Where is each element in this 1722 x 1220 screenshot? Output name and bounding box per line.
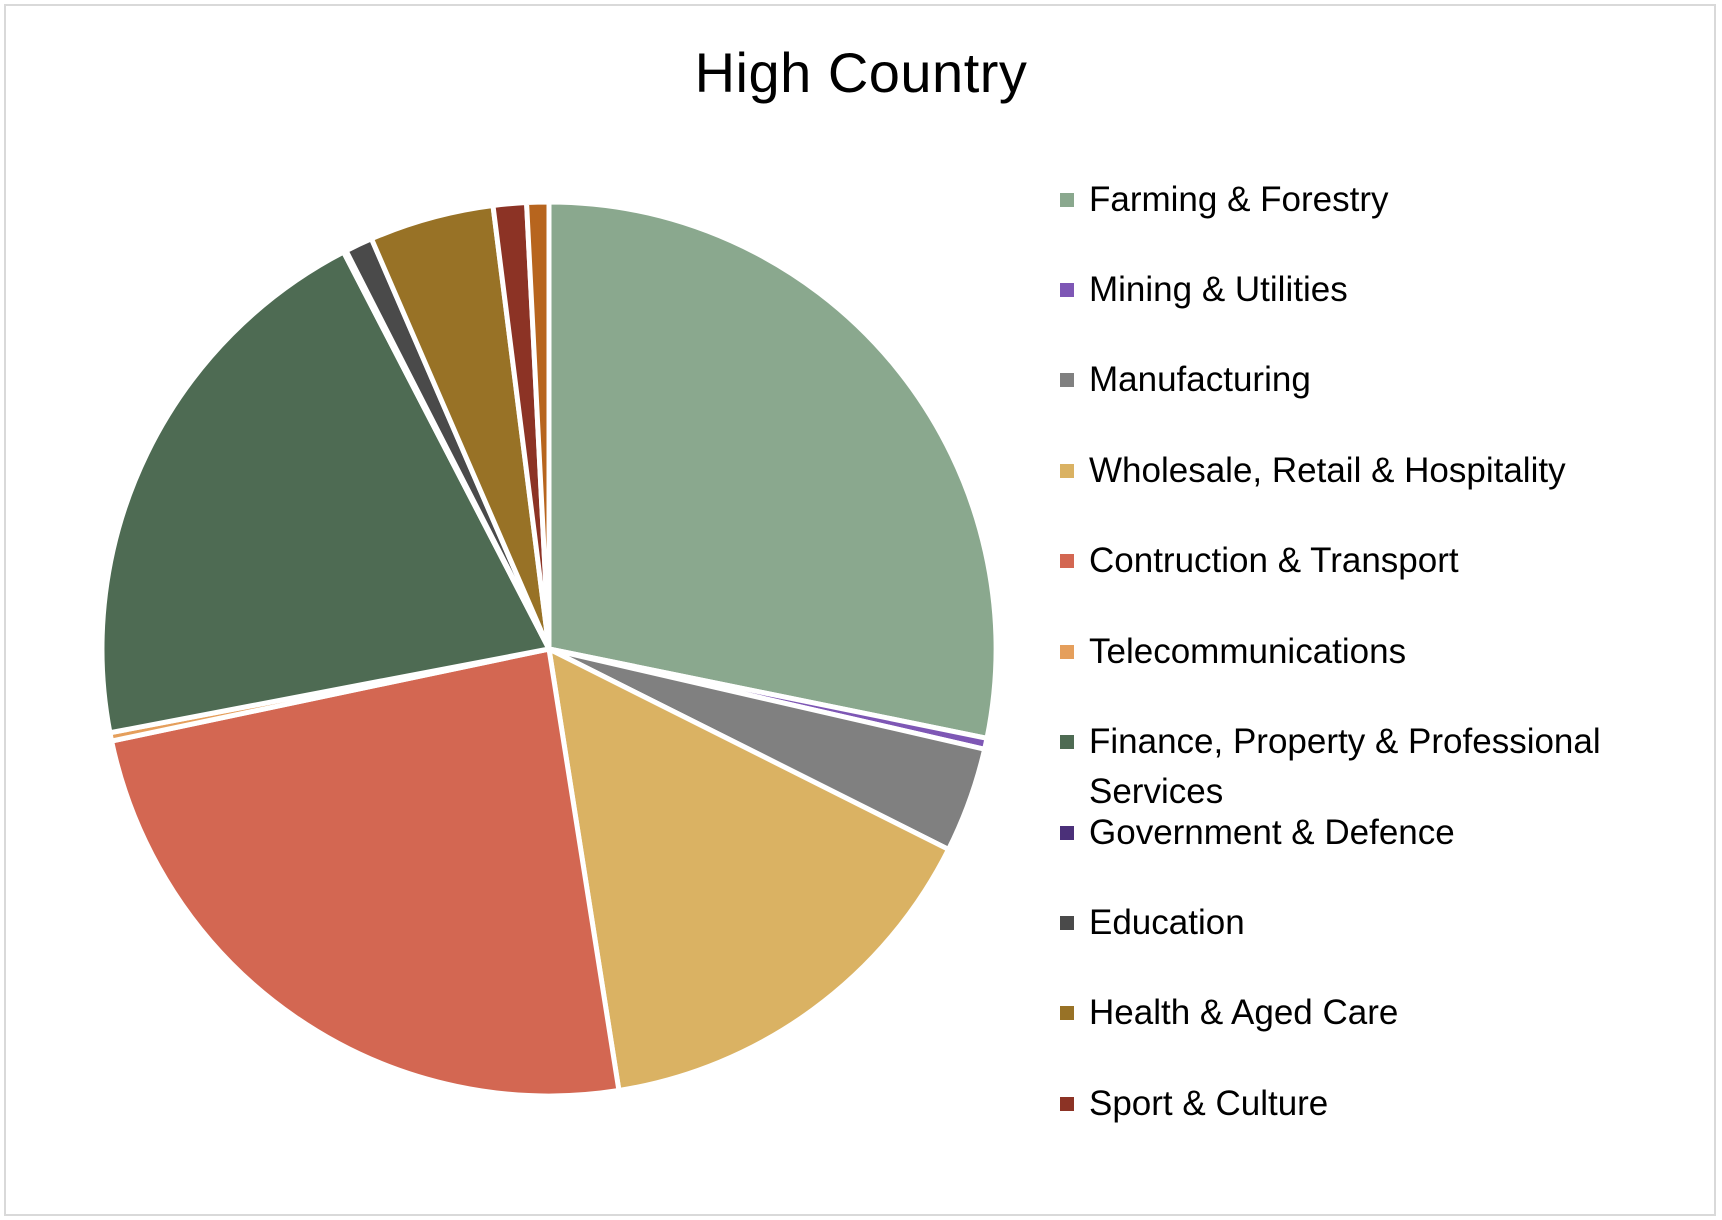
legend-swatch [1060, 283, 1074, 297]
legend-label: Education [1089, 903, 1245, 942]
legend-swatch [1060, 1097, 1074, 1111]
legend-label: Government & Defence [1089, 813, 1455, 852]
legend-label: Contruction & Transport [1089, 541, 1459, 580]
legend-label: Manufacturing [1089, 360, 1311, 399]
legend-label: Farming & Forestry [1089, 180, 1389, 219]
pie-slice-0 [546, 199, 999, 741]
legend-label: Sport & Culture [1089, 1084, 1329, 1123]
pie-slice-3 [546, 646, 952, 1093]
legend-swatch [1060, 464, 1074, 478]
legend-label: Telecommunications [1089, 632, 1407, 671]
legend-swatch [1060, 1006, 1074, 1020]
pie-slice-6 [99, 249, 552, 736]
legend-swatch [1060, 193, 1074, 207]
legend-swatch [1060, 373, 1074, 387]
legend-swatch [1060, 645, 1074, 659]
pie-slice-11 [524, 199, 552, 652]
legend-label: Wholesale, Retail & Hospitality [1089, 451, 1566, 490]
legend-label: Mining & Utilities [1089, 270, 1348, 309]
legend-swatch [1060, 826, 1074, 840]
chart-title: High Country [694, 41, 1028, 104]
legend-label: Finance, Property & Professional Service… [1089, 722, 1601, 811]
pie-slice-4 [109, 646, 622, 1099]
legend-swatch [1060, 554, 1074, 568]
legend-swatch [1060, 916, 1074, 930]
legend-label: Health & Aged Care [1089, 993, 1399, 1032]
legend-swatch [1060, 735, 1074, 749]
